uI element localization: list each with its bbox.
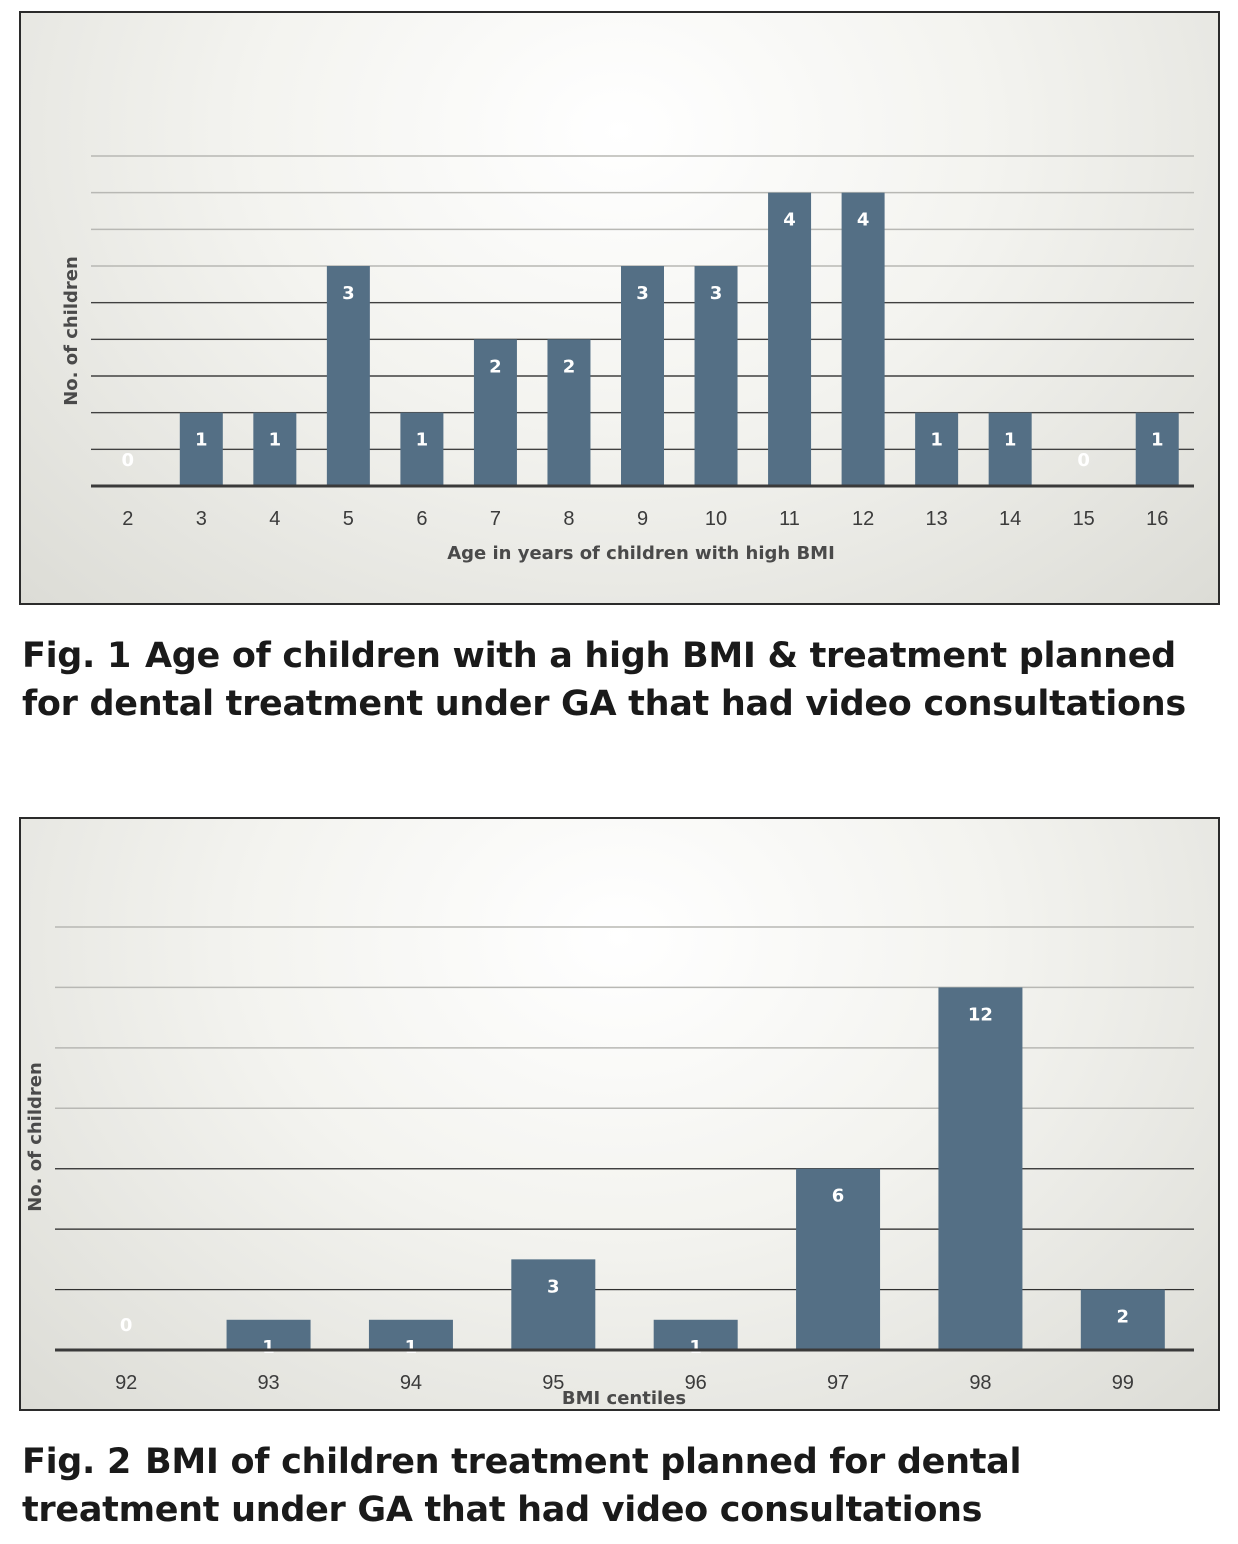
bar-4 bbox=[253, 412, 297, 486]
x-tick-label: 11 bbox=[779, 508, 800, 530]
x-tick-label: 5 bbox=[343, 508, 354, 530]
x-tick-label: 10 bbox=[705, 508, 727, 530]
x-tick-label: 9 bbox=[637, 508, 648, 530]
data-label-97: 6 bbox=[832, 1186, 845, 1207]
data-label-92: 0 bbox=[120, 1315, 133, 1336]
bar-8 bbox=[547, 339, 591, 486]
x-tick-label: 96 bbox=[685, 1372, 707, 1394]
data-label-14: 1 bbox=[1004, 430, 1017, 451]
bar-3 bbox=[179, 412, 223, 486]
x-tick-label: 8 bbox=[563, 508, 574, 530]
age-bar-chart: 0213143516272839310411412113114015116Age… bbox=[61, 155, 1194, 564]
data-label-95: 3 bbox=[547, 1276, 560, 1297]
data-label-7: 2 bbox=[489, 356, 502, 377]
bar-7 bbox=[473, 339, 517, 486]
figure-2-number: Fig. 2 bbox=[22, 1442, 131, 1482]
x-tick-label: 3 bbox=[196, 508, 207, 530]
bar-5 bbox=[326, 266, 370, 486]
data-label-5: 3 bbox=[342, 283, 355, 304]
data-label-2: 0 bbox=[122, 450, 135, 471]
data-label-8: 2 bbox=[563, 356, 576, 377]
bar-9 bbox=[621, 266, 664, 486]
figure-2-chart: 0 92 1 93 1 94 3 95 1 96 6 97 12 98 2 99 BMI centiles No.… bbox=[19, 817, 1220, 1411]
data-label-3: 1 bbox=[195, 430, 208, 451]
bar-10 bbox=[694, 266, 738, 486]
figure-2-caption-text: BMI of children treatment planned for de… bbox=[22, 1442, 1022, 1530]
bar-98 bbox=[938, 987, 1023, 1350]
x-tick-label: 16 bbox=[1146, 508, 1168, 530]
data-label-9: 3 bbox=[636, 283, 649, 304]
x-tick-label: 93 bbox=[257, 1372, 279, 1394]
figure-1-chart: 0 2 1 3 1 4 3 5 1 6 2 7 2 8 3 9 3 10 4 11 4 12 1 13 1 14 0 15 1 16 Age… bbox=[19, 11, 1220, 605]
x-tick-label: 97 bbox=[827, 1372, 849, 1394]
x-tick-label: 95 bbox=[542, 1372, 564, 1394]
figure-1-caption: Fig. 1 Age of children with a high BMI & … bbox=[22, 632, 1222, 728]
bar-95 bbox=[511, 1259, 596, 1350]
data-label-16: 1 bbox=[1151, 430, 1164, 451]
x-tick-label: 4 bbox=[269, 508, 280, 530]
bar-94 bbox=[368, 1319, 453, 1350]
x-tick-label: 14 bbox=[999, 508, 1021, 530]
x-tick-label: 13 bbox=[926, 508, 948, 530]
x-axis-title: Age in years of children with high BMI bbox=[447, 543, 835, 564]
figure-2-caption: Fig. 2 BMI of children treatment planned … bbox=[22, 1438, 1222, 1534]
bar-6 bbox=[400, 412, 444, 486]
data-label-99: 2 bbox=[1117, 1307, 1130, 1328]
data-label-4: 1 bbox=[269, 430, 282, 451]
bmi-bar-chart: 0 92 1 93 1 94 3 95 1 96 6 97 12 98 2 99 BMI centiles No.… bbox=[25, 926, 1194, 1409]
x-axis-title: BMI centiles bbox=[562, 1388, 686, 1409]
bar-11 bbox=[768, 192, 812, 486]
x-tick-label: 98 bbox=[969, 1372, 991, 1394]
x-tick-label: 99 bbox=[1112, 1372, 1134, 1394]
bar-96 bbox=[653, 1319, 738, 1350]
data-label-10: 3 bbox=[710, 283, 723, 304]
data-label-96: 1 bbox=[689, 1337, 702, 1358]
data-label-98: 12 bbox=[968, 1004, 993, 1025]
x-tick-label: 7 bbox=[490, 508, 501, 530]
x-tick-label: 94 bbox=[400, 1372, 422, 1394]
data-label-93: 1 bbox=[262, 1337, 275, 1358]
data-label-6: 1 bbox=[416, 430, 429, 451]
x-tick-label: 12 bbox=[852, 508, 874, 530]
data-label-15: 0 bbox=[1077, 450, 1090, 471]
x-tick-label: 6 bbox=[416, 508, 427, 530]
x-tick-label: 15 bbox=[1073, 508, 1095, 530]
x-tick-label: 92 bbox=[115, 1372, 137, 1394]
data-label-11: 4 bbox=[783, 210, 796, 231]
y-axis-title: No. of children bbox=[61, 256, 82, 406]
data-label-94: 1 bbox=[405, 1337, 418, 1358]
figure-1-caption-text: Age of children with a high BMI & treatm… bbox=[22, 636, 1186, 724]
data-label-12: 4 bbox=[857, 210, 870, 231]
x-tick-label: 2 bbox=[122, 508, 133, 530]
bar-93 bbox=[226, 1319, 311, 1350]
y-axis-title: No. of children bbox=[25, 1062, 46, 1212]
figure-1-number: Fig. 1 bbox=[22, 636, 131, 676]
bar-13 bbox=[915, 412, 959, 486]
bar-99 bbox=[1080, 1289, 1165, 1350]
bar-16 bbox=[1135, 412, 1179, 486]
bar-14 bbox=[988, 412, 1032, 486]
bar-12 bbox=[841, 192, 885, 486]
data-label-13: 1 bbox=[930, 430, 943, 451]
bar-97 bbox=[796, 1168, 881, 1350]
